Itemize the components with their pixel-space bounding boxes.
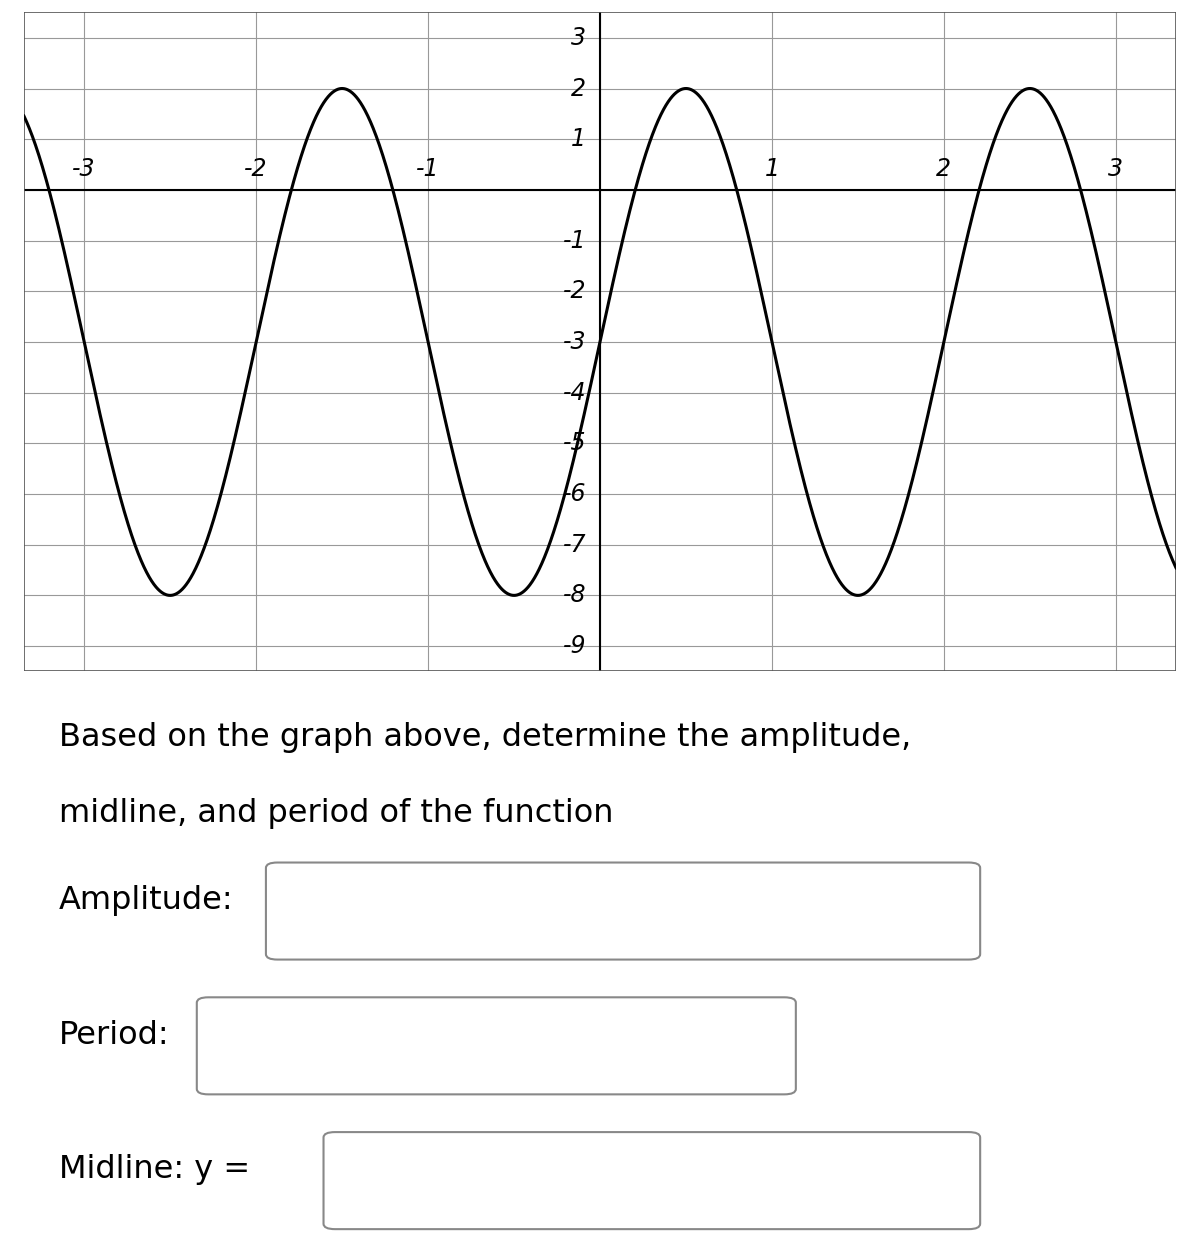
FancyBboxPatch shape: [266, 863, 980, 960]
Text: -4: -4: [563, 380, 587, 404]
Text: Based on the graph above, determine the amplitude,: Based on the graph above, determine the …: [59, 722, 911, 753]
Text: -2: -2: [563, 279, 587, 303]
FancyBboxPatch shape: [197, 998, 796, 1095]
Text: 1: 1: [764, 157, 780, 181]
Text: -9: -9: [563, 633, 587, 658]
Text: 2: 2: [936, 157, 952, 181]
Text: 1: 1: [571, 127, 587, 151]
Text: Amplitude:: Amplitude:: [59, 885, 233, 915]
Text: Period:: Period:: [59, 1020, 169, 1050]
Text: 3: 3: [571, 26, 587, 50]
Text: -1: -1: [416, 157, 440, 181]
Text: -7: -7: [563, 532, 587, 556]
Text: 3: 3: [1109, 157, 1123, 181]
Text: Midline: y =: Midline: y =: [59, 1155, 250, 1186]
Text: -5: -5: [563, 431, 587, 455]
Text: -1: -1: [563, 228, 587, 253]
Text: -8: -8: [563, 584, 587, 607]
Text: -3: -3: [72, 157, 96, 181]
Text: -3: -3: [563, 330, 587, 354]
Text: 2: 2: [571, 76, 587, 101]
FancyBboxPatch shape: [324, 1132, 980, 1230]
Text: midline, and period of the function: midline, and period of the function: [59, 798, 613, 829]
Text: -6: -6: [563, 483, 587, 506]
Text: -2: -2: [245, 157, 268, 181]
